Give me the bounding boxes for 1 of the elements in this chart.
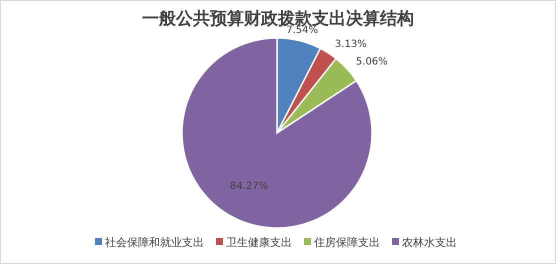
- title: 一般公共预算财政拨款支出决算结构: [142, 9, 414, 28]
